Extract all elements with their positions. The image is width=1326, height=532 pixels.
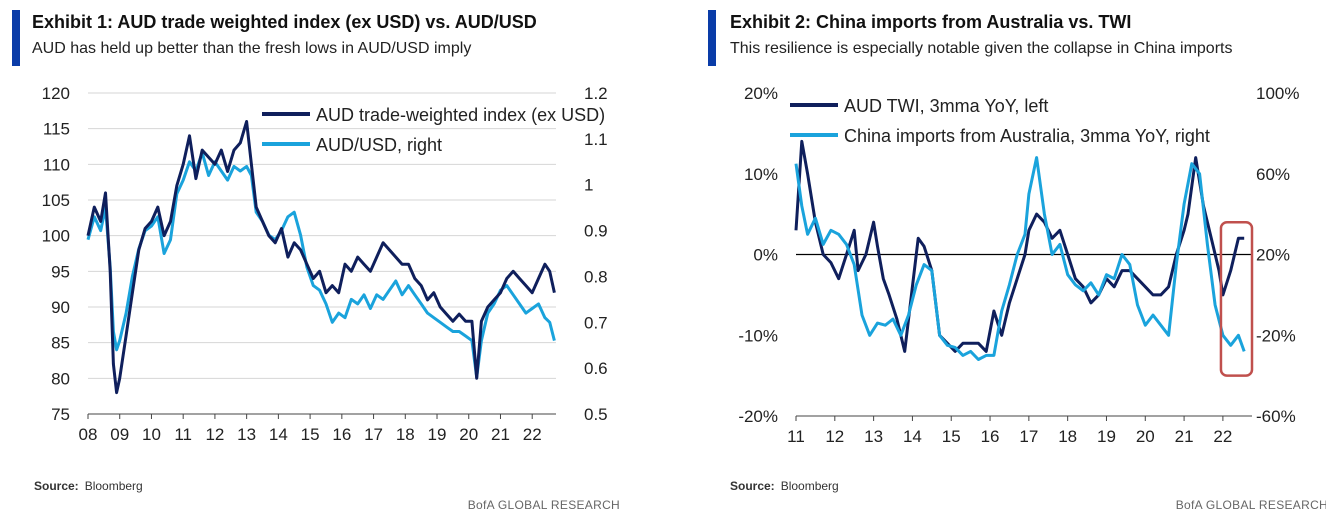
exhibit-2-x-tick-label: 21 <box>1175 427 1194 446</box>
exhibit-2-series-1-line <box>794 139 1245 353</box>
exhibit-1-series-2-line <box>86 151 556 379</box>
exhibit-1-right-tick-label: 0.9 <box>584 222 608 241</box>
exhibit-2-right-tick-label: 100% <box>1256 84 1299 103</box>
exhibit-1-subtitle: AUD has held up better than the fresh lo… <box>32 40 472 57</box>
exhibit-1-left-tick-label: 85 <box>51 334 70 353</box>
exhibit-2-legend-label-1: AUD TWI, 3mma YoY, left <box>844 96 1048 116</box>
exhibit-2-x-tick-label: 14 <box>903 427 922 446</box>
exhibit-1-source: Source: Bloomberg <box>34 479 143 493</box>
exhibit-2-x-tick-label: 15 <box>942 427 961 446</box>
exhibit-1-left-tick-label: 90 <box>51 298 70 317</box>
exhibit-1-right-tick-label: 0.8 <box>584 267 608 286</box>
exhibit-1-accent-bar <box>12 10 20 66</box>
exhibit-2-subtitle: This resilience is especially notable gi… <box>730 40 1233 57</box>
exhibit-1-x-tick-label: 21 <box>491 425 510 444</box>
exhibit-1-left-tick-label: 105 <box>42 191 70 210</box>
exhibit-1-right-tick-label: 0.5 <box>584 405 608 424</box>
exhibit-1-source-value: Bloomberg <box>84 479 143 493</box>
exhibit-2-x-tick-label: 18 <box>1058 427 1077 446</box>
exhibit-1-x-tick-label: 18 <box>396 425 415 444</box>
exhibit-2-source-label: Source: <box>730 479 775 493</box>
exhibit-2-right-tick-label: 20% <box>1256 246 1290 265</box>
exhibit-1-x-tick-label: 13 <box>237 425 256 444</box>
exhibit-2-x-tick-label: 11 <box>787 427 805 446</box>
exhibit-1-x-tick-label: 20 <box>459 425 478 444</box>
exhibit-2-x-tick-label: 12 <box>825 427 844 446</box>
exhibit-2-x-tick-label: 22 <box>1213 427 1232 446</box>
exhibit-2-x-tick-label: 13 <box>864 427 883 446</box>
exhibit-1-chart: 75808590951001051101151200.50.60.70.80.9… <box>42 84 608 444</box>
exhibit-1-x-tick-label: 15 <box>301 425 320 444</box>
exhibit-2-panel: Exhibit 2: China imports from Australia … <box>700 0 1326 532</box>
exhibit-1-left-tick-label: 120 <box>42 84 70 103</box>
exhibit-2-highlight-box <box>1219 220 1254 377</box>
exhibit-2-left-tick-label: -20% <box>738 407 778 426</box>
exhibit-1-x-tick-label: 17 <box>364 425 383 444</box>
exhibit-2-accent-bar <box>708 10 716 66</box>
exhibit-2-x-tick-label: 17 <box>1019 427 1038 446</box>
exhibit-2-source-value: Bloomberg <box>780 479 839 493</box>
exhibit-1-legend-label-1: AUD trade-weighted index (ex USD) <box>316 105 605 125</box>
exhibit-2-legend-label-2: China imports from Australia, 3mma YoY, … <box>844 126 1210 146</box>
exhibit-2-x-tick-label: 19 <box>1097 427 1116 446</box>
exhibit-1-right-tick-label: 1.1 <box>584 130 608 149</box>
exhibit-1-x-tick-label: 16 <box>332 425 351 444</box>
exhibit-1-x-tick-label: 14 <box>269 425 288 444</box>
exhibit-2-right-tick-label: 60% <box>1256 165 1290 184</box>
exhibit-2-left-tick-label: 20% <box>744 84 778 103</box>
exhibit-1-right-tick-label: 0.6 <box>584 359 608 378</box>
exhibit-2-right-tick-label: -20% <box>1256 326 1296 345</box>
exhibit-1-legend-label-2: AUD/USD, right <box>316 135 442 155</box>
exhibit-1-x-tick-label: 19 <box>428 425 447 444</box>
exhibit-1-left-tick-label: 115 <box>43 120 70 139</box>
exhibit-2-left-tick-label: -10% <box>738 326 778 345</box>
exhibit-1-right-tick-label: 1 <box>584 176 593 195</box>
exhibit-1-title: Exhibit 1: AUD trade weighted index (ex … <box>32 12 537 32</box>
exhibit-2-credit: BofA GLOBAL RESEARCH <box>1175 498 1326 512</box>
exhibit-1-left-tick-label: 75 <box>51 405 70 424</box>
exhibit-2-chart: -20% -10% 0% 10% 20% -60% -20% 20% 60% 100% 11 12 13… <box>738 84 1299 446</box>
exhibit-1-x-tick-label: 12 <box>205 425 224 444</box>
exhibit-2-right-tick-label: -60% <box>1256 407 1296 426</box>
exhibit-1-right-tick-label: 0.7 <box>584 313 608 332</box>
exhibit-1-panel: Exhibit 1: AUD trade weighted index (ex … <box>0 0 640 532</box>
exhibit-2-x-tick-label: 20 <box>1136 427 1155 446</box>
exhibit-1-x-tick-label: 22 <box>523 425 542 444</box>
exhibit-1-x-tick-label: 09 <box>110 425 129 444</box>
exhibit-1-x-tick-label: 10 <box>142 425 161 444</box>
exhibit-1-source-label: Source: <box>34 479 79 493</box>
exhibit-1-left-tick-label: 110 <box>43 155 70 174</box>
exhibit-1-credit: BofA GLOBAL RESEARCH <box>467 498 620 512</box>
exhibit-2-left-tick-label: 0% <box>753 246 778 265</box>
exhibit-2-series-2-line <box>794 156 1246 361</box>
exhibit-1-left-tick-label: 80 <box>51 369 70 388</box>
exhibit-2-left-tick-label: 10% <box>744 165 778 184</box>
exhibit-1-left-tick-label: 100 <box>42 227 70 246</box>
exhibit-2-x-tick-label: 16 <box>981 427 1000 446</box>
exhibit-1-right-tick-label: 1.2 <box>584 84 608 103</box>
exhibit-2-title: Exhibit 2: China imports from Australia … <box>730 12 1132 32</box>
exhibit-1-left-tick-label: 95 <box>51 262 70 281</box>
exhibit-1-series-1-line <box>86 120 556 395</box>
exhibit-2-source: Source: Bloomberg <box>730 479 839 493</box>
exhibit-1-x-tick-label: 08 <box>79 425 98 444</box>
exhibit-1-x-tick-label: 11 <box>174 425 192 444</box>
